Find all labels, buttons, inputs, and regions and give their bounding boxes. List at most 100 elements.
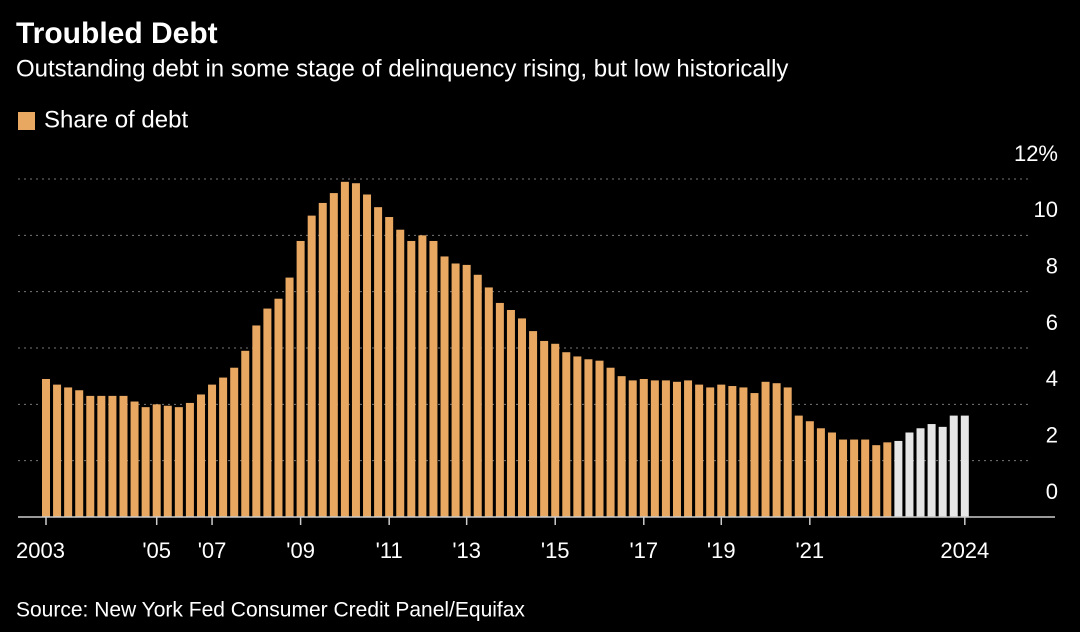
bar <box>883 442 892 517</box>
y-tick-label: 10 <box>1034 197 1058 222</box>
bar <box>108 395 117 517</box>
bar <box>916 428 925 517</box>
bar <box>252 325 261 517</box>
bar <box>772 383 781 517</box>
bar <box>861 439 870 517</box>
bar <box>64 387 73 517</box>
bar <box>307 215 316 517</box>
bar <box>495 302 504 517</box>
bar <box>661 380 670 517</box>
y-tick-label: 12% <box>1014 141 1058 166</box>
bar <box>473 274 482 517</box>
bar <box>540 340 549 517</box>
bar <box>462 264 471 517</box>
bar <box>75 390 84 517</box>
x-tick-label: 2003 <box>16 538 65 563</box>
bar <box>86 395 95 517</box>
bar <box>208 384 217 517</box>
bar <box>429 240 438 517</box>
bar <box>529 331 538 517</box>
bar <box>850 439 859 517</box>
bar <box>440 256 449 517</box>
bar <box>695 384 704 517</box>
bar <box>506 309 515 517</box>
bar <box>163 405 172 517</box>
bar <box>407 240 416 517</box>
bar <box>296 240 305 517</box>
bar <box>484 287 493 517</box>
bar <box>130 401 139 517</box>
bar <box>285 277 294 517</box>
bar <box>152 404 161 517</box>
bar <box>706 387 715 517</box>
bar <box>518 318 527 517</box>
source: Source: New York Fed Consumer Credit Pan… <box>16 599 525 622</box>
bar <box>816 428 825 517</box>
bar <box>606 367 615 517</box>
x-tick-label: 2024 <box>940 538 989 563</box>
bar <box>241 350 250 517</box>
x-tick-label: '15 <box>541 538 570 563</box>
bar <box>42 378 50 517</box>
bar <box>119 395 128 517</box>
bar <box>872 445 881 517</box>
x-tick-label: '09 <box>286 538 315 563</box>
bar <box>672 381 681 517</box>
bar <box>363 194 372 517</box>
bar <box>617 376 626 517</box>
bar <box>628 380 637 517</box>
y-tick-label: 6 <box>1046 310 1058 335</box>
bar <box>584 359 593 517</box>
bar <box>684 380 693 517</box>
bar <box>595 360 604 517</box>
bar <box>329 193 338 518</box>
bar <box>927 424 936 517</box>
x-tick-label: '07 <box>198 538 227 563</box>
bar <box>650 380 659 517</box>
bar <box>374 207 383 517</box>
bar <box>839 439 848 517</box>
bar <box>639 378 648 517</box>
bar <box>728 386 737 517</box>
bar <box>196 394 205 517</box>
bar <box>385 217 394 517</box>
bar <box>562 352 571 517</box>
x-tick-label: '17 <box>629 538 658 563</box>
legend-label: Share of debt <box>44 106 188 133</box>
chart-subtitle: Outstanding debt in some stage of delinq… <box>16 55 788 82</box>
bar <box>230 367 239 517</box>
x-tick-label: '19 <box>707 538 736 563</box>
bar <box>340 181 349 518</box>
y-tick-label: 8 <box>1046 253 1058 278</box>
bar <box>351 183 360 517</box>
bar <box>717 384 726 517</box>
bar <box>219 377 228 517</box>
x-tick-label: '11 <box>376 538 403 563</box>
bar <box>949 415 958 517</box>
bar <box>263 308 272 517</box>
bar <box>573 356 582 517</box>
bar <box>97 395 106 517</box>
bar <box>960 415 969 517</box>
bar <box>274 298 283 517</box>
y-tick-label: 4 <box>1046 366 1058 391</box>
bar <box>794 415 803 517</box>
x-tick-label: '13 <box>452 538 481 563</box>
y-tick-label: 0 <box>1046 479 1058 504</box>
bar <box>451 263 460 517</box>
x-tick-label: '05 <box>142 538 171 563</box>
bar <box>141 407 150 517</box>
chart-title: Troubled Debt <box>16 17 218 50</box>
bar <box>805 421 814 517</box>
bar <box>396 229 405 517</box>
bar <box>894 440 903 517</box>
bar <box>318 202 327 518</box>
bar <box>827 432 836 517</box>
legend-swatch <box>18 112 35 130</box>
bar <box>418 235 427 518</box>
bar <box>938 426 947 517</box>
bar <box>53 384 62 517</box>
x-tick-label: '21 <box>795 538 824 563</box>
bar <box>905 432 914 517</box>
